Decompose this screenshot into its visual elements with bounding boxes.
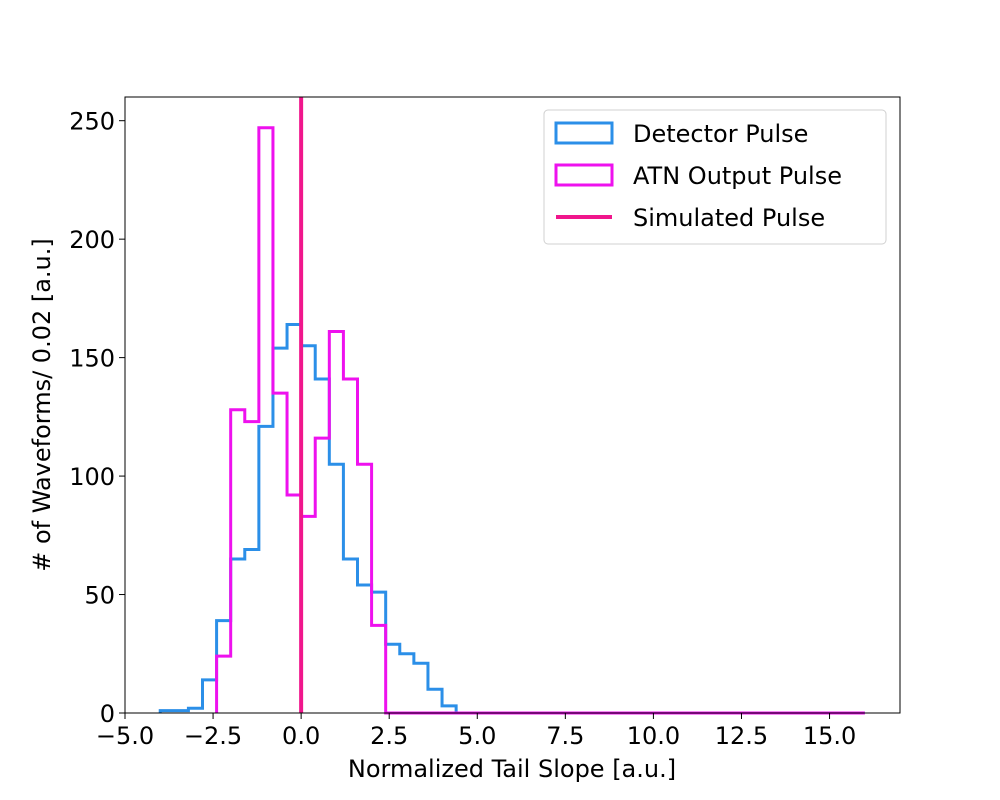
x-tick-label: 5.0 (458, 722, 496, 750)
y-tick-label: 100 (69, 463, 115, 491)
x-tick-label: 12.5 (715, 722, 768, 750)
y-axis-label: # of Waveforms/ 0.02 [a.u.] (28, 238, 56, 572)
x-tick-label: 7.5 (546, 722, 584, 750)
series-0-step-line (158, 322, 865, 715)
plot-frame (124, 96, 901, 714)
legend: Detector Pulse ATN Output Pulse Simulated … (543, 109, 887, 245)
legend-box (543, 109, 887, 245)
x-axis-label: Normalized Tail Slope [a.u.] (348, 755, 676, 783)
legend-label: ATN Output Pulse (633, 162, 842, 190)
y-tick-label: 150 (69, 345, 115, 373)
x-tick-label: 2.5 (370, 722, 408, 750)
x-tick-label: −2.5 (184, 722, 242, 750)
x-tick-label: 15.0 (803, 722, 856, 750)
y-tick-label: 0 (100, 700, 115, 728)
x-tick-label: −5.0 (96, 722, 154, 750)
series-layer (158, 97, 865, 715)
legend-swatch-box (554, 121, 614, 145)
x-tick-label: 0.0 (282, 722, 320, 750)
legend-label: Detector Pulse (633, 120, 808, 148)
y-tick-label: 250 (69, 108, 115, 136)
y-axis: 0 50 100 150 200 250 (69, 108, 125, 728)
y-tick-label: 200 (69, 226, 115, 254)
x-axis: −5.0 −2.5 0.0 2.5 5.0 7.5 10.0 12.5 15.0 (96, 713, 856, 750)
legend-label: Simulated Pulse (633, 204, 825, 232)
x-tick-label: 10.0 (627, 722, 680, 750)
y-tick-label: 50 (84, 582, 115, 610)
legend-swatch-box (554, 163, 614, 187)
